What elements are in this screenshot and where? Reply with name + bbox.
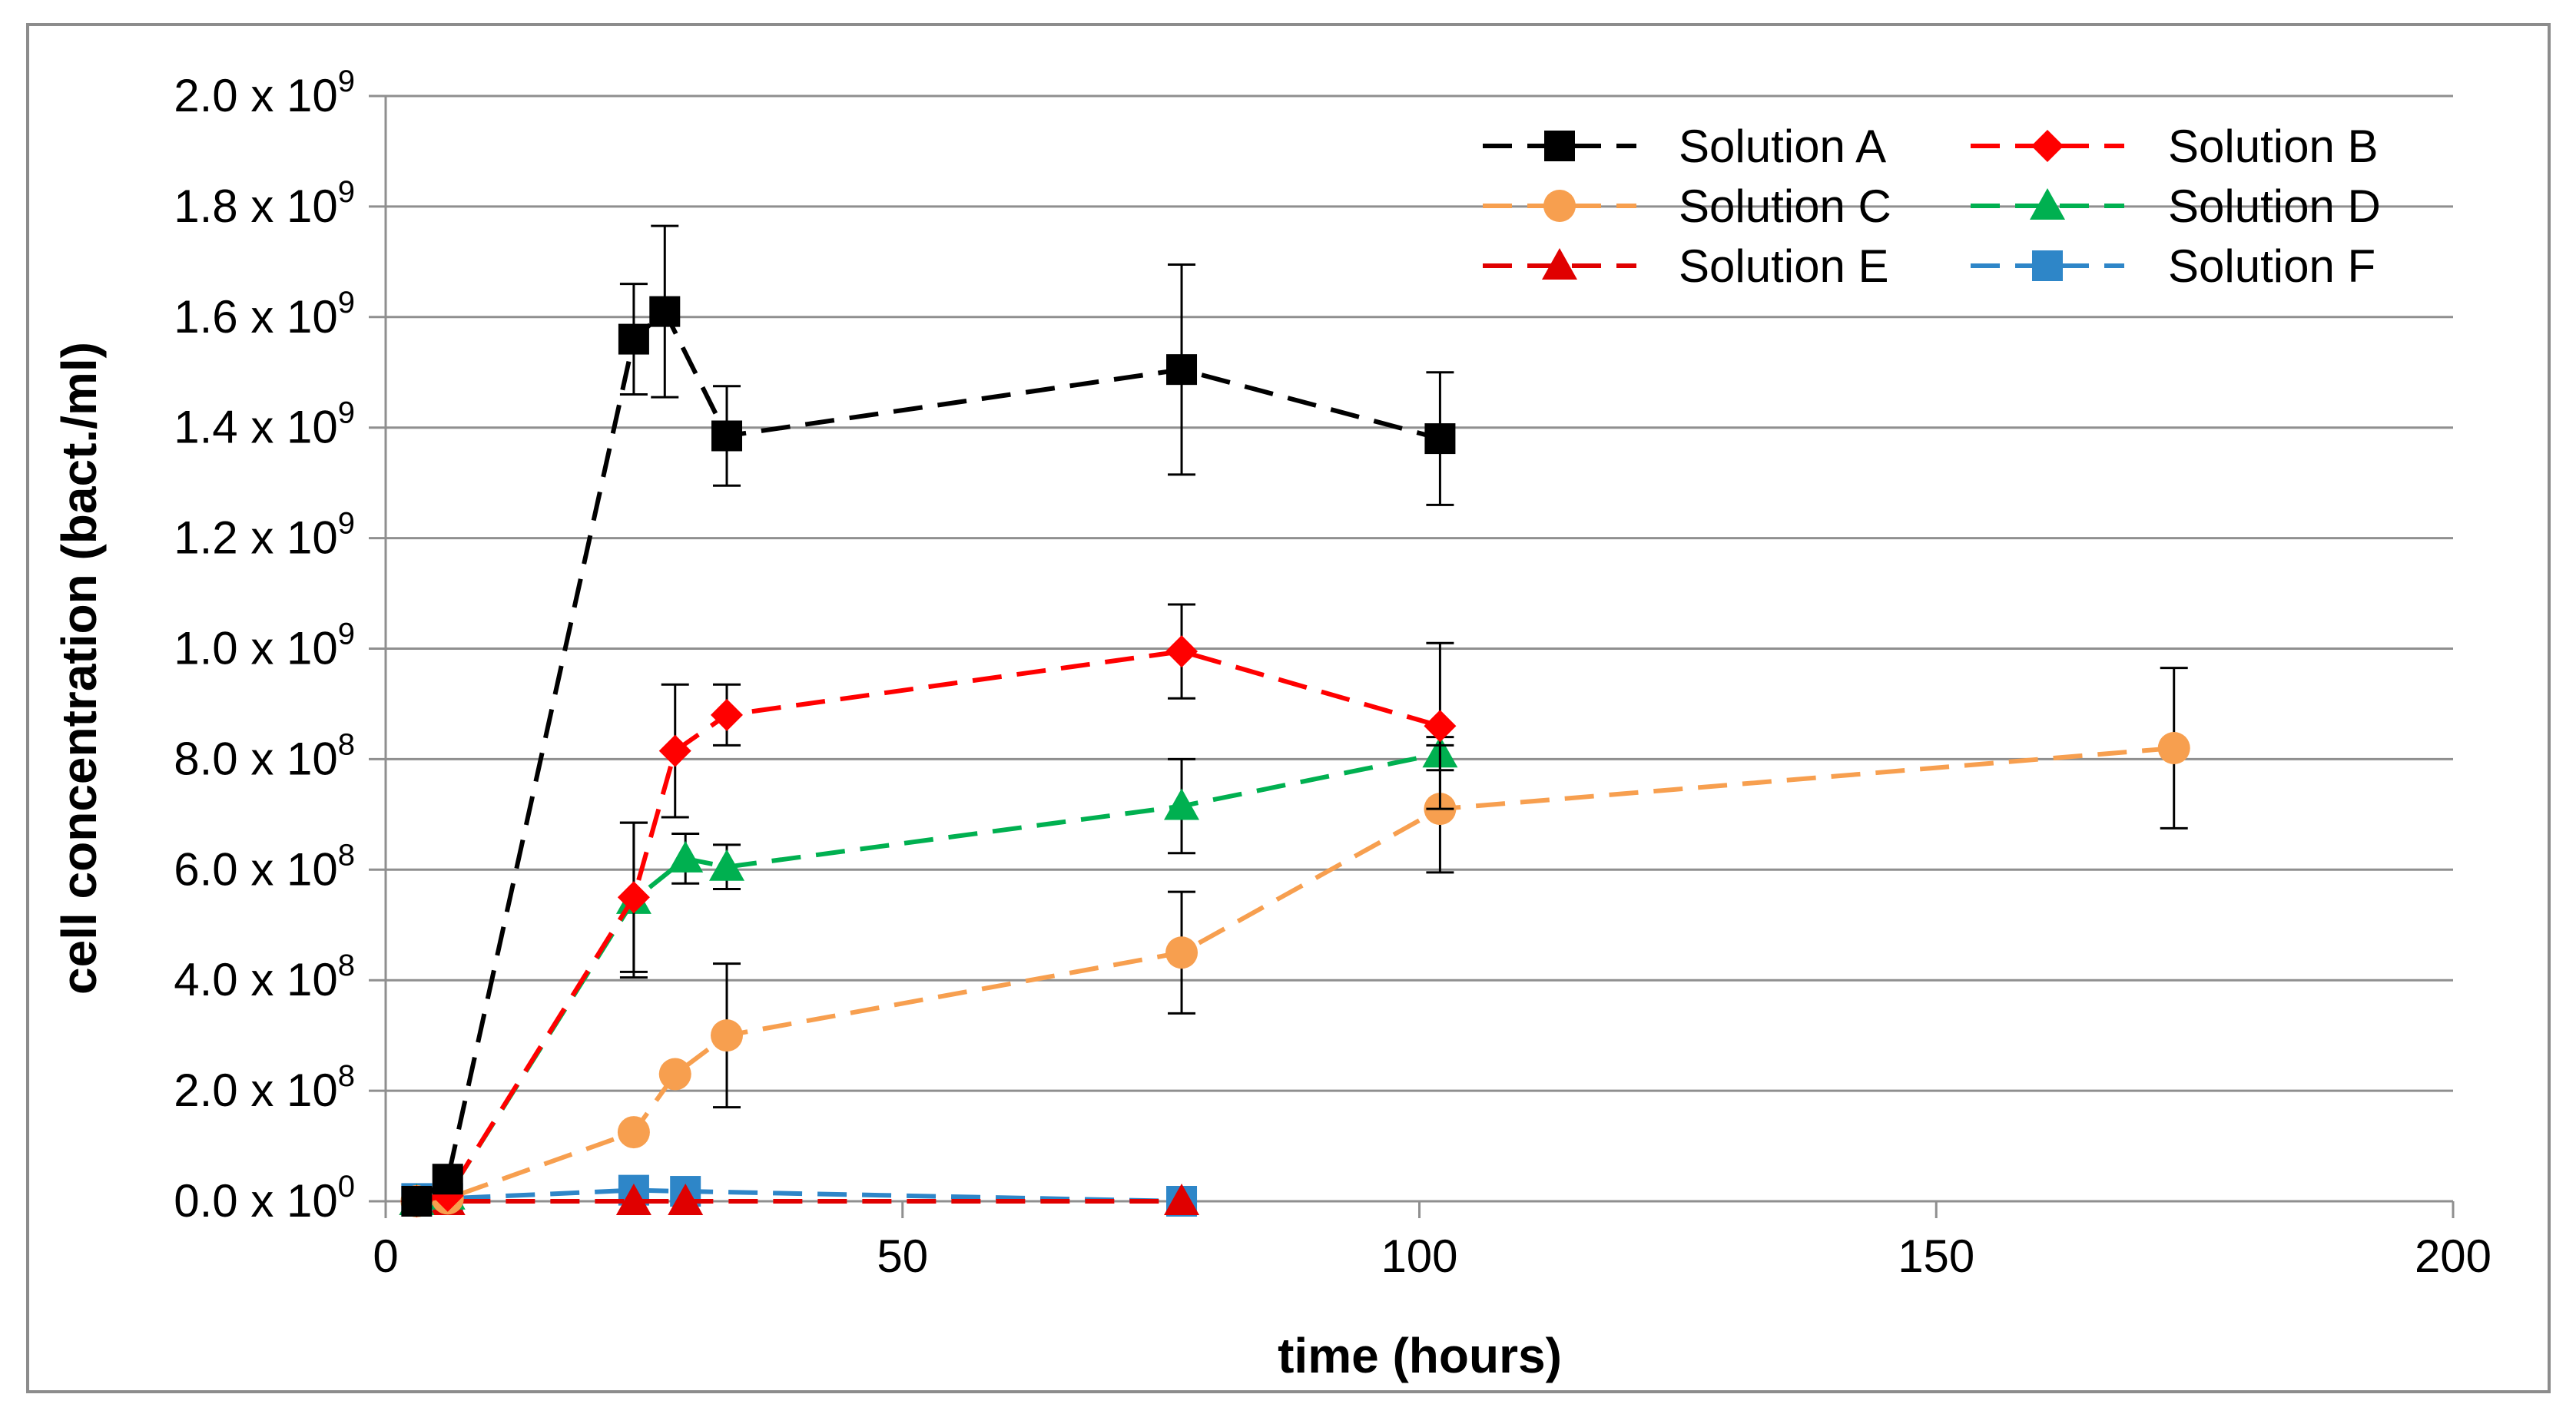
y-tick-mantissa: 1.2 x 10 bbox=[174, 512, 338, 564]
y-tick-label: 1.0 x 109 bbox=[174, 618, 355, 674]
plot-area bbox=[399, 224, 2190, 1217]
legend-label: Solution E bbox=[1679, 240, 1889, 292]
y-tick-label: 2.0 x 109 bbox=[174, 65, 355, 121]
data-point bbox=[1166, 354, 1198, 386]
axes bbox=[369, 94, 2455, 1218]
legend-marker bbox=[1543, 190, 1576, 222]
data-point bbox=[617, 1116, 650, 1149]
y-tick-label: 8.0 x 108 bbox=[174, 727, 355, 784]
series-solution-e bbox=[399, 1184, 1200, 1215]
data-point bbox=[1424, 710, 1457, 743]
data-point bbox=[658, 1058, 691, 1091]
x-tick-label: 50 bbox=[877, 1230, 928, 1282]
data-point bbox=[1424, 423, 1456, 455]
series-solution-b bbox=[400, 603, 1457, 1217]
y-tick-mantissa: 1.8 x 10 bbox=[174, 180, 338, 232]
y-tick-mantissa: 6.0 x 10 bbox=[174, 843, 338, 895]
series-line bbox=[416, 746, 2174, 1204]
y-tick-exponent: 0 bbox=[338, 1170, 355, 1204]
y-tick-exponent: 9 bbox=[338, 286, 355, 320]
y-tick-exponent: 8 bbox=[338, 1059, 355, 1093]
data-point bbox=[709, 849, 745, 881]
y-tick-exponent: 9 bbox=[338, 618, 355, 651]
x-tick-label: 100 bbox=[1381, 1230, 1457, 1282]
data-point bbox=[401, 1186, 433, 1217]
data-point bbox=[711, 698, 744, 731]
data-point bbox=[2157, 732, 2190, 765]
y-tick-label: 1.4 x 109 bbox=[174, 396, 355, 453]
data-point bbox=[1164, 1184, 1200, 1215]
y-tick-label: 4.0 x 108 bbox=[174, 949, 355, 1005]
y-tick-mantissa: 2.0 x 10 bbox=[174, 70, 338, 121]
data-point bbox=[658, 734, 691, 767]
legend-item: Solution C bbox=[1483, 180, 1891, 232]
legend-marker bbox=[2030, 188, 2065, 220]
data-point bbox=[1165, 635, 1198, 668]
y-tick-mantissa: 0.0 x 10 bbox=[174, 1175, 338, 1227]
data-point bbox=[711, 420, 743, 452]
series-solution-d bbox=[399, 736, 1458, 1215]
y-tick-mantissa: 1.4 x 10 bbox=[174, 402, 338, 453]
legend-marker bbox=[1542, 248, 1577, 280]
legend-label: Solution B bbox=[2168, 121, 2379, 172]
y-tick-mantissa: 2.0 x 10 bbox=[174, 1065, 338, 1116]
y-tick-exponent: 9 bbox=[338, 175, 355, 209]
y-tick-label: 1.6 x 109 bbox=[174, 286, 355, 343]
y-tick-exponent: 8 bbox=[338, 949, 355, 982]
data-point bbox=[615, 1184, 651, 1215]
data-point bbox=[711, 1019, 744, 1052]
series-solution-a bbox=[401, 224, 1456, 1217]
data-point bbox=[649, 296, 681, 327]
legend-item: Solution E bbox=[1483, 240, 1889, 292]
y-tick-exponent: 8 bbox=[338, 838, 355, 872]
data-point bbox=[617, 881, 650, 914]
x-tick-label: 200 bbox=[2415, 1230, 2491, 1282]
series-line bbox=[416, 649, 1441, 1204]
legend-item: Solution B bbox=[1971, 121, 2379, 172]
x-axis-title: time (hours) bbox=[1278, 1328, 1562, 1383]
x-tick-label: 150 bbox=[1898, 1230, 1974, 1282]
y-tick-exponent: 9 bbox=[338, 396, 355, 430]
y-tick-exponent: 9 bbox=[338, 65, 355, 98]
data-point bbox=[668, 1184, 704, 1215]
grid-lines bbox=[386, 94, 2453, 1092]
legend-label: Solution D bbox=[2168, 180, 2381, 232]
y-axis-title: cell concentration (bact./ml) bbox=[51, 342, 107, 995]
legend-item: Solution D bbox=[1971, 180, 2381, 232]
series-line bbox=[415, 309, 1441, 1204]
data-point bbox=[618, 323, 649, 355]
y-tick-label: 2.0 x 108 bbox=[174, 1059, 355, 1116]
y-tick-exponent: 8 bbox=[338, 727, 355, 761]
legend-marker bbox=[1544, 131, 1575, 161]
legend-item: Solution A bbox=[1483, 121, 1886, 172]
series-solution-f bbox=[401, 1174, 1198, 1217]
legend-marker bbox=[2031, 130, 2064, 162]
x-tick-label: 0 bbox=[373, 1230, 398, 1282]
legend-item: Solution F bbox=[1971, 240, 2375, 292]
legend-label: Solution C bbox=[1679, 180, 1891, 232]
series-line bbox=[416, 751, 1441, 1204]
y-tick-label: 1.8 x 109 bbox=[174, 175, 355, 232]
y-tick-label: 0.0 x 100 bbox=[174, 1170, 355, 1227]
y-tick-label: 6.0 x 108 bbox=[174, 838, 355, 895]
legend: Solution A Solution B Solution C Solution D… bbox=[1483, 121, 2381, 292]
legend-label: Solution F bbox=[2168, 240, 2375, 292]
y-tick-label: 1.2 x 109 bbox=[174, 507, 355, 564]
y-tick-mantissa: 1.6 x 10 bbox=[174, 291, 338, 343]
data-point bbox=[668, 840, 704, 873]
chart-frame bbox=[26, 23, 2551, 1393]
y-tick-exponent: 9 bbox=[338, 507, 355, 541]
y-tick-mantissa: 8.0 x 10 bbox=[174, 733, 338, 784]
legend-marker bbox=[2032, 250, 2063, 281]
data-point bbox=[1164, 788, 1200, 820]
legend-label: Solution A bbox=[1679, 121, 1886, 172]
y-tick-mantissa: 1.0 x 10 bbox=[174, 623, 338, 674]
y-tick-mantissa: 4.0 x 10 bbox=[174, 954, 338, 1005]
data-point bbox=[1165, 936, 1198, 969]
data-point bbox=[432, 1164, 463, 1195]
x-tick-labels: 0 50 100 150 200 bbox=[373, 1230, 2491, 1282]
